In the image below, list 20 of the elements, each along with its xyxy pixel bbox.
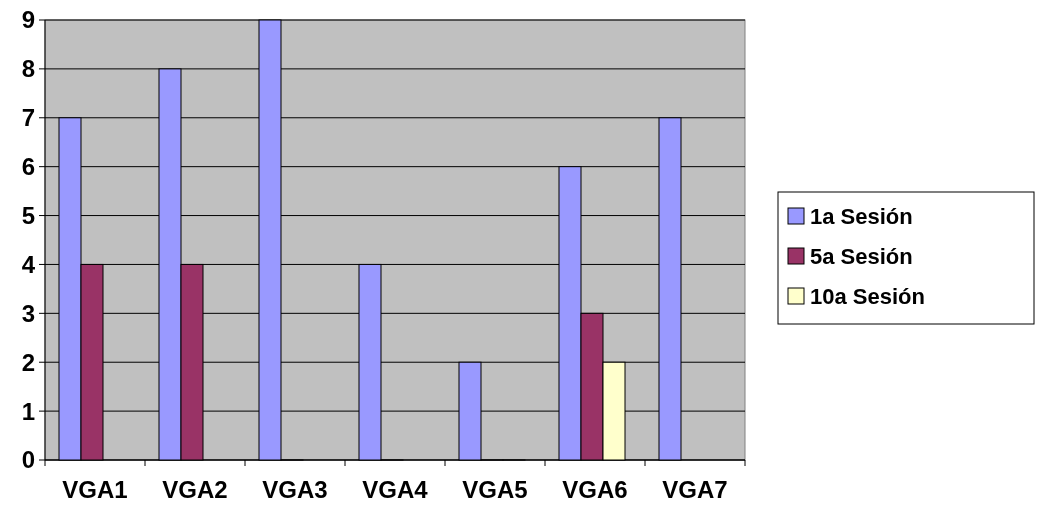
y-tick-label: 0: [21, 446, 35, 474]
legend-label: 1a Sesión: [810, 203, 913, 229]
y-tick-label: 8: [21, 55, 35, 83]
y-tick-label: 1: [21, 397, 35, 425]
y-tick-label: 4: [21, 250, 36, 278]
x-tick-label: VGA3: [262, 476, 328, 503]
y-tick-label: 3: [21, 299, 35, 327]
y-tick-label: 9: [21, 6, 35, 34]
x-tick-label: VGA2: [162, 476, 228, 503]
y-tick-label: 2: [21, 348, 35, 376]
legend-label: 10a Sesión: [810, 283, 925, 309]
y-tick-label: 5: [21, 201, 35, 229]
x-tick-label: VGA6: [562, 476, 628, 503]
y-tick-label: 7: [21, 104, 35, 132]
x-tick-label: VGA7: [662, 476, 728, 503]
x-tick-label: VGA4: [362, 476, 429, 503]
y-tick-label: 6: [21, 153, 35, 181]
x-tick-label: VGA1: [62, 476, 128, 503]
legend-label: 5a Sesión: [810, 243, 913, 269]
x-tick-label: VGA5: [462, 476, 528, 503]
